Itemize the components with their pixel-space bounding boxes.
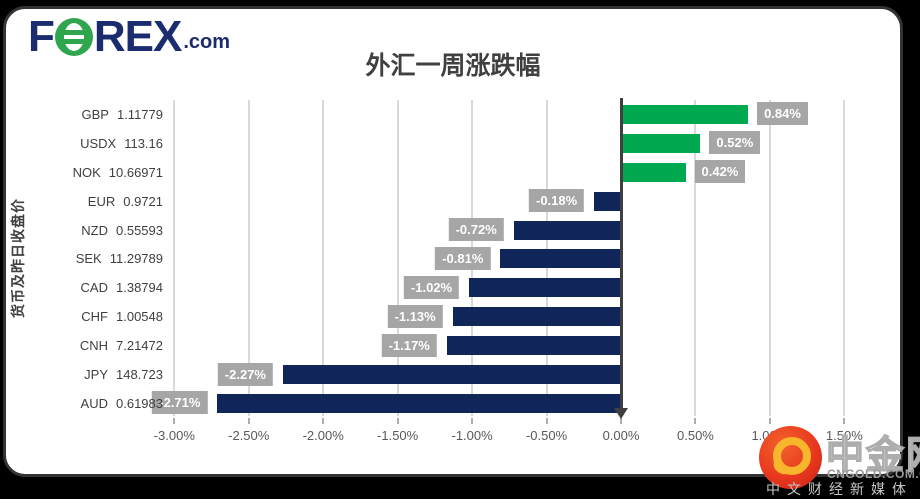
bar-value-label-EUR: -0.18% — [528, 189, 585, 213]
y-axis-title: 货币及昨日收盘价 — [10, 198, 26, 318]
tickmark-1.00% — [768, 418, 771, 424]
chart-title: 外汇一周涨跌幅 — [365, 52, 541, 80]
zero-axis-arrow-icon — [614, 408, 628, 419]
bar-CHF — [452, 307, 621, 327]
x-tick-label-0.50%: 0.50% — [677, 428, 714, 443]
category-label-NOK: NOK 10.66971 — [30, 158, 163, 187]
bar-NOK — [623, 162, 686, 182]
currency-code: GBP — [81, 106, 109, 122]
cngold-domain: CNGOLD.COM.CN — [827, 467, 920, 481]
currency-code: NOK — [72, 164, 101, 180]
bar-value-label-JPY: -2.27% — [217, 362, 273, 386]
tickmark--1.50% — [396, 418, 399, 424]
bar-value-label-SEK: -0.81% — [435, 246, 491, 270]
x-tick-label--1.50%: -1.50% — [377, 428, 419, 443]
gridline--2.50% — [247, 100, 250, 416]
zero-axis-line — [620, 98, 623, 408]
cngold-swirl-tail — [770, 459, 792, 478]
x-tick-label-0.00%: 0.00% — [602, 428, 640, 443]
bar-JPY — [282, 365, 621, 385]
gridline-1.50% — [843, 100, 846, 416]
currency-code: CNH — [79, 338, 108, 354]
tickmark-0.00% — [620, 418, 622, 424]
bar-value-label-CAD: -1.02% — [403, 275, 460, 299]
category-label-AUD: AUD 0.61983 — [30, 389, 163, 418]
x-tick-label--1.00%: -1.00% — [451, 428, 493, 443]
bar-CAD — [469, 278, 621, 298]
bar-value-label-CNH: -1.17% — [381, 333, 437, 357]
prev-close-price: 11.29789 — [109, 251, 163, 267]
currency-code: EUR — [87, 193, 116, 209]
category-label-CAD: CAD 1.38794 — [30, 273, 163, 302]
prev-close-price: 1.11779 — [116, 106, 163, 122]
prev-close-price: 0.61983 — [116, 395, 163, 411]
bar-NZD — [513, 220, 621, 240]
tickmark--1.00% — [471, 418, 474, 424]
x-tick-label-1.00%: 1.00% — [751, 428, 789, 443]
category-label-NZD: NZD 0.55593 — [30, 216, 163, 245]
category-label-USDX: USDX 113.16 — [30, 129, 163, 158]
gridline-1.00% — [768, 100, 771, 416]
category-label-GBP: GBP 1.11779 — [30, 100, 164, 129]
forex-o-bar — [61, 39, 89, 44]
prev-close-price: 10.66971 — [108, 164, 163, 180]
bar-value-label-USDX: 0.52% — [709, 131, 761, 155]
x-tick-label--0.50%: -0.50% — [525, 428, 568, 443]
category-label-EUR: EUR 0.9721 — [30, 187, 163, 216]
bar-USDX — [623, 133, 701, 153]
currency-code: CAD — [80, 280, 108, 296]
currency-code: USDX — [80, 135, 117, 151]
bar-value-label-AUD: -2.71% — [152, 391, 208, 415]
bar-AUD — [217, 393, 621, 413]
bar-value-label-NZD: -0.72% — [448, 218, 504, 242]
category-label-CHF: CHF 1.00548 — [30, 302, 163, 331]
cngold-tagline: 中文财经新媒体 — [766, 481, 913, 497]
currency-code: CHF — [81, 309, 108, 325]
tickmark-0.50% — [694, 418, 697, 424]
x-tick-label--3.00%: -3.00% — [153, 428, 195, 443]
x-tick-label--2.50%: -2.50% — [228, 428, 270, 443]
currency-code: SEK — [75, 251, 102, 267]
forex-logo: F REX .com — [28, 12, 231, 61]
bar-value-label-CHF: -1.13% — [387, 304, 443, 328]
currency-code: AUD — [80, 395, 108, 411]
bar-value-label-GBP: 0.84% — [757, 102, 808, 126]
gridline--2.00% — [322, 100, 325, 416]
gridline--1.50% — [396, 100, 399, 416]
gridline--3.00% — [173, 100, 176, 416]
bar-EUR — [594, 191, 621, 211]
prev-close-price: 113.16 — [124, 135, 163, 151]
forex-logo-f: F — [28, 12, 55, 61]
prev-close-price: 1.00548 — [116, 309, 163, 325]
prev-close-price: 148.723 — [116, 367, 163, 383]
forex-o-bar — [61, 30, 89, 35]
forex-logo-dotcom: .com — [183, 30, 231, 53]
forex-o-icon — [54, 18, 93, 56]
category-label-JPY: JPY 148.723 — [30, 360, 163, 389]
currency-code: NZD — [81, 222, 108, 238]
tickmark--2.50% — [247, 418, 250, 424]
bar-SEK — [500, 249, 621, 269]
category-label-SEK: SEK 11.29789 — [30, 245, 163, 274]
bar-value-label-NOK: 0.42% — [694, 160, 746, 184]
x-tick-label--2.00%: -2.00% — [302, 428, 344, 443]
category-label-CNH: CNH 7.21472 — [30, 331, 163, 360]
tickmark--3.00% — [173, 418, 176, 424]
prev-close-price: 0.55593 — [116, 222, 163, 238]
prev-close-price: 1.38794 — [116, 280, 163, 296]
tickmark--0.50% — [545, 418, 548, 424]
currency-code: JPY — [84, 367, 108, 383]
tickmark-1.50% — [843, 418, 846, 424]
tickmark--2.00% — [322, 418, 325, 424]
forex-logo-rex: REX — [93, 12, 182, 61]
bar-GBP — [623, 104, 749, 124]
gridline-0.50% — [694, 100, 697, 416]
bar-CNH — [446, 336, 621, 356]
x-tick-label-1.50%: 1.50% — [825, 428, 863, 443]
prev-close-price: 0.9721 — [123, 193, 163, 209]
prev-close-price: 7.21472 — [116, 338, 163, 354]
